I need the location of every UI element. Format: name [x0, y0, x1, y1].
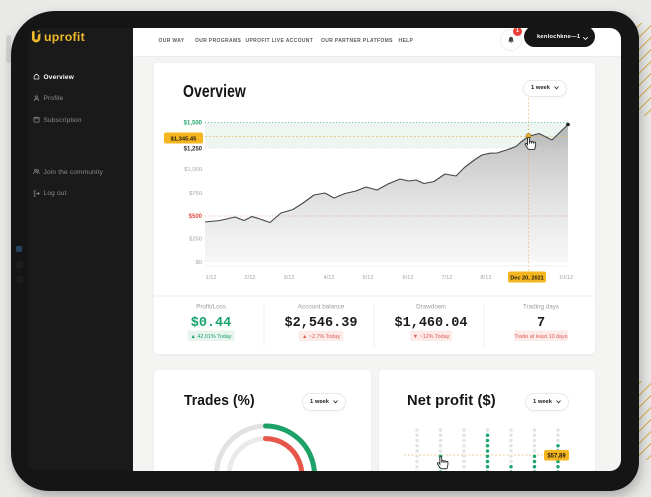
svg-text:$57,89: $57,89: [547, 454, 566, 460]
svg-text:$0.44: $0.44: [191, 316, 232, 331]
svg-text:10/12: 10/12: [559, 275, 573, 281]
svg-text:$2,546.39: $2,546.39: [285, 316, 358, 331]
svg-text:▼ ~12% Today: ▼ ~12% Today: [413, 334, 450, 340]
svg-text:$0: $0: [196, 260, 202, 266]
svg-text:$1,000: $1,000: [184, 167, 202, 173]
svg-text:Dec 20, 2021: Dec 20, 2021: [510, 275, 544, 281]
svg-text:Profit/Loss: Profit/Loss: [196, 304, 226, 311]
svg-text:▲ ~2.7% Today: ▲ ~2.7% Today: [302, 334, 340, 340]
svg-text:$1,250: $1,250: [184, 147, 203, 153]
svg-text:$1,345.45: $1,345.45: [171, 136, 198, 142]
svg-text:$500: $500: [189, 214, 203, 220]
svg-text:$750: $750: [189, 191, 202, 197]
svg-text:7/12: 7/12: [442, 275, 453, 281]
svg-text:Account balance: Account balance: [298, 304, 345, 311]
svg-text:$1,460.04: $1,460.04: [395, 316, 468, 331]
svg-text:2/12: 2/12: [245, 275, 256, 281]
svg-text:Trading days: Trading days: [523, 304, 559, 311]
svg-text:▲ 42.01% Today: ▲ 42.01% Today: [191, 334, 232, 340]
svg-text:8/12: 8/12: [481, 275, 492, 281]
svg-text:1/12: 1/12: [206, 275, 217, 281]
svg-text:7: 7: [537, 316, 545, 331]
svg-text:Trade at least 10 days: Trade at least 10 days: [514, 334, 567, 340]
svg-text:3/12: 3/12: [284, 275, 295, 281]
svg-text:4/12: 4/12: [324, 275, 335, 281]
svg-text:5/12: 5/12: [363, 275, 374, 281]
svg-text:$250: $250: [189, 237, 202, 243]
svg-text:6/12: 6/12: [403, 275, 414, 281]
svg-text:$1,500: $1,500: [184, 121, 203, 127]
svg-text:Drawdown: Drawdown: [416, 304, 446, 311]
